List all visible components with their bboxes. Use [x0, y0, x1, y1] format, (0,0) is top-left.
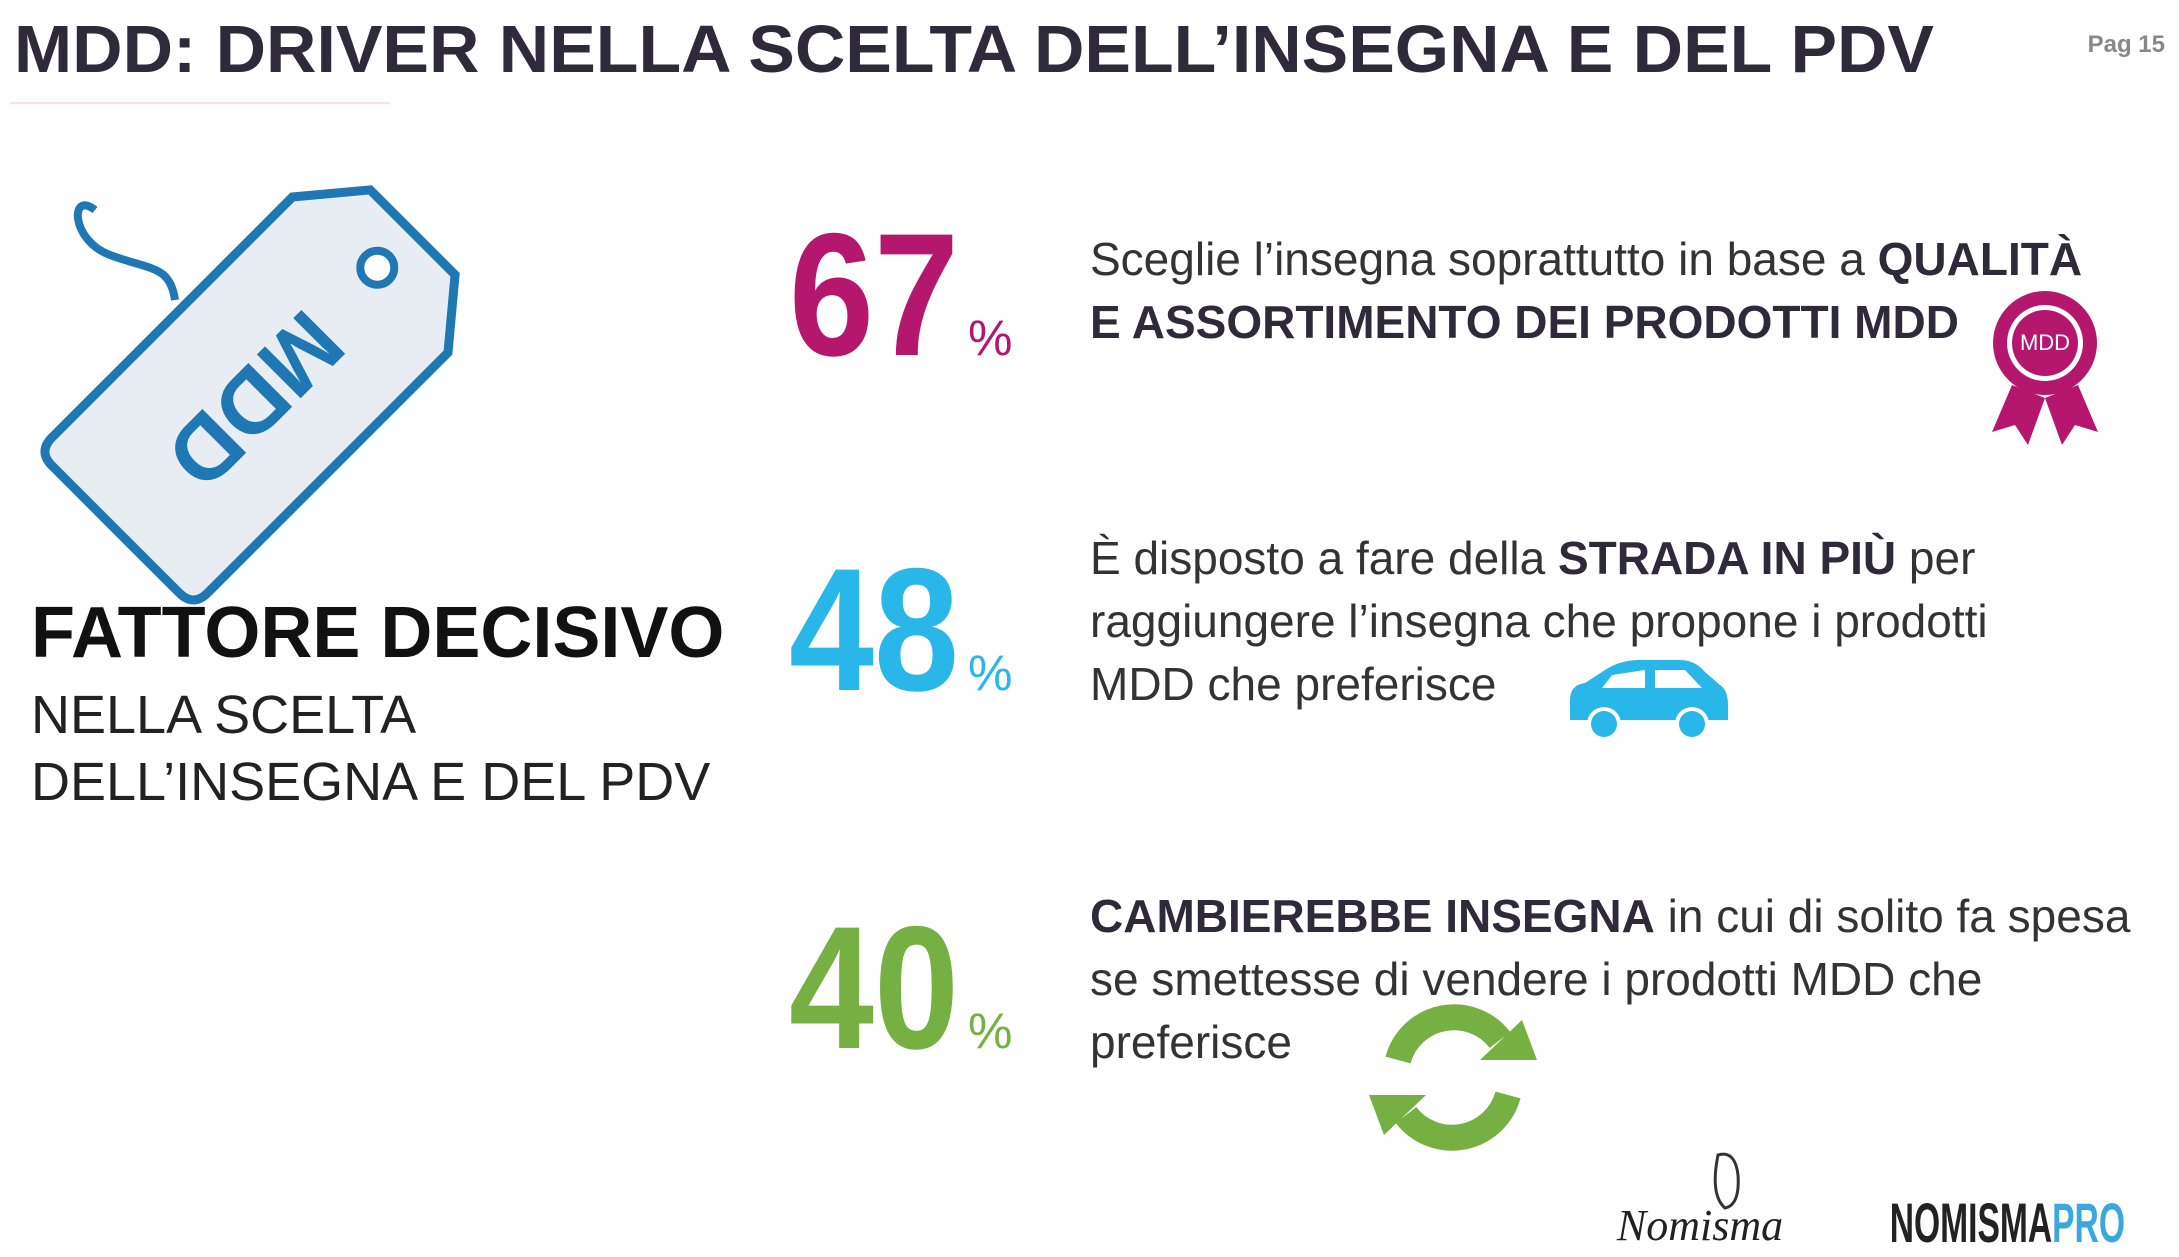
refresh-arrows	[1369, 1020, 1537, 1135]
stat-line: raggiungere l’insegna che propone i prod…	[1090, 595, 1988, 647]
logo: Nomisma	[1616, 1201, 1783, 1250]
bold-text: CAMBIEREBBE INSEGNA	[1090, 890, 1655, 942]
tag-icon: MDD	[40, 185, 460, 605]
stat-line: MDD che preferisce	[1090, 658, 1496, 710]
stat-unit: %	[968, 310, 1012, 366]
text: MDD che preferisce	[1090, 658, 1496, 710]
badge-label: MDD	[2020, 330, 2070, 355]
stat-line: E ASSORTIMENTO DEI PRODOTTI MDD	[1090, 296, 1959, 348]
bold-text: STRADA IN PIÙ	[1558, 532, 1896, 584]
logo-emblem	[1713, 1152, 1740, 1210]
stat-value: 67	[789, 198, 959, 393]
stat-value: 40	[789, 891, 959, 1086]
ribbon-icon: MDD	[1992, 291, 2098, 445]
headline: FATTORE DECISIVO	[31, 593, 724, 673]
refresh-icon	[1385, 1004, 1521, 1151]
stat-unit: %	[968, 645, 1012, 701]
text: preferisce	[1090, 1016, 1292, 1068]
text: se smettesse di vendere i prodotti MDD c…	[1090, 953, 1982, 1005]
page-number: Pag 15	[2088, 31, 2165, 58]
stat-unit: %	[968, 1003, 1012, 1059]
text: Sceglie l’insegna soprattutto in base a	[1090, 233, 1878, 285]
stat-line: CAMBIEREBBE INSEGNA in cui di solito fa …	[1090, 890, 2131, 942]
title: MDD: DRIVER NELLA SCELTA DELL’INSEGNA E …	[14, 12, 1934, 87]
text: raggiungere l’insegna che propone i prod…	[1090, 595, 1988, 647]
brand-suffix: PRO	[2052, 1191, 2125, 1254]
stat-line: preferisce	[1090, 1016, 1292, 1068]
text: in cui di solito fa spesa	[1655, 890, 2131, 942]
bold-text: E ASSORTIMENTO DEI PRODOTTI MDD	[1090, 296, 1959, 348]
stat-line: È disposto a fare della STRADA IN PIÙ pe…	[1090, 532, 1975, 584]
brand: NOMISMAPRO	[1843, 1191, 2153, 1254]
text: per	[1896, 532, 1975, 584]
text: È disposto a fare della	[1090, 532, 1558, 584]
stat-line: se smettesse di vendere i prodotti MDD c…	[1090, 953, 1982, 1005]
left-line: DELL’INSEGNA E DEL PDV	[31, 752, 710, 812]
stats: 67 % Sceglie l’insegna soprattutto in base…	[789, 198, 2131, 1086]
stat-value: 48	[789, 533, 959, 728]
stat-line: Sceglie l’insegna soprattutto in base a …	[1090, 233, 2082, 285]
brand-name: NOMISMA	[1890, 1191, 2052, 1254]
left-line: NELLA SCELTA	[31, 685, 416, 745]
car-icon	[1570, 660, 1728, 741]
bold-text: QUALITÀ	[1878, 233, 2082, 285]
